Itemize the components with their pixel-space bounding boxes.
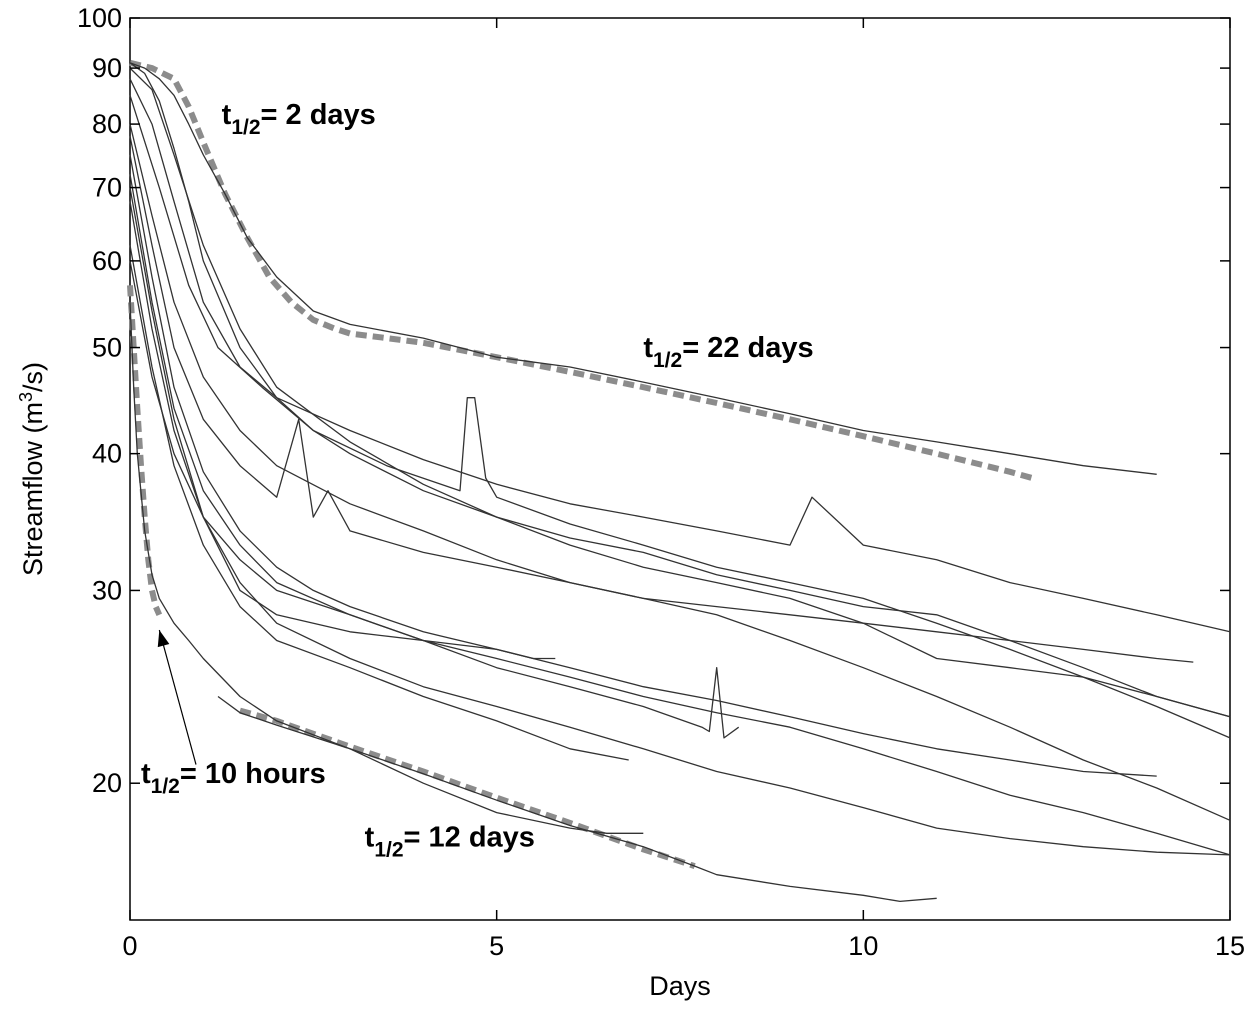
y-axis-title-tail: /s) bbox=[18, 362, 48, 392]
y-tick-label-80: 80 bbox=[92, 109, 122, 139]
series-line-1 bbox=[129, 62, 1231, 718]
series-line-9 bbox=[129, 187, 1231, 856]
x-axis-ticks: 0 5 10 15 bbox=[122, 18, 1245, 961]
annotation-arrow-shaft bbox=[158, 629, 197, 765]
annotation-a2-suffix: = 2 days bbox=[261, 99, 376, 131]
annotation-a10h-suffix: = 10 hours bbox=[180, 758, 326, 790]
series-line-3 bbox=[129, 78, 1231, 633]
x-tick-label-15: 15 bbox=[1215, 931, 1245, 961]
annotation-a12-suffix: = 12 days bbox=[404, 822, 535, 854]
series-line-7 bbox=[129, 154, 1157, 777]
annotation-a12-sub: 1/2 bbox=[374, 839, 403, 862]
y-tick-label-90: 90 bbox=[92, 53, 122, 83]
series-line-6 bbox=[129, 135, 1194, 663]
y-tick-label-70: 70 bbox=[92, 173, 122, 203]
y-tick-label-40: 40 bbox=[92, 439, 122, 469]
x-tick-label-10: 10 bbox=[848, 931, 878, 961]
y-tick-label-50: 50 bbox=[92, 333, 122, 363]
series-line-0 bbox=[129, 62, 1157, 475]
y-axis-title-main: Streamflow (m bbox=[18, 402, 48, 576]
y-axis-ticks: 20 30 40 50 60 70 80 90 100 bbox=[77, 3, 1230, 798]
y-tick-label-20: 20 bbox=[92, 768, 122, 798]
y-tick-label-60: 60 bbox=[92, 246, 122, 276]
y-axis-title: Streamflow (m3/s) bbox=[16, 362, 48, 576]
annotation-a2: t1/2= 2 days bbox=[222, 99, 376, 139]
series-line-12 bbox=[129, 260, 740, 739]
y-axis-title-sup: 3 bbox=[16, 392, 36, 402]
series-line-5 bbox=[129, 123, 1231, 821]
annotation-a2-sub: 1/2 bbox=[231, 116, 260, 139]
annotation-a22: t1/2= 22 days bbox=[643, 332, 813, 372]
annotation-a22-sub: 1/2 bbox=[653, 349, 682, 372]
series-line-4 bbox=[129, 95, 1231, 739]
plot-frame bbox=[129, 17, 1231, 921]
series-line-14 bbox=[217, 695, 937, 903]
observed-series-group bbox=[129, 62, 1231, 903]
annotation-a10h-sub: 1/2 bbox=[151, 775, 180, 798]
annotation-a10h: t1/2= 10 hours bbox=[141, 758, 326, 798]
annotation-a2-prefix: t bbox=[222, 99, 232, 131]
series-line-11 bbox=[129, 245, 629, 761]
x-tick-label-5: 5 bbox=[489, 931, 504, 961]
annotation-a10h-prefix: t bbox=[141, 758, 151, 790]
series-line-10 bbox=[129, 201, 556, 660]
series-line-13 bbox=[129, 302, 644, 834]
annotation-arrow-head bbox=[157, 630, 170, 648]
x-axis-title: Days bbox=[649, 971, 711, 1001]
y-tick-label-100: 100 bbox=[77, 3, 122, 33]
y-tick-label-30: 30 bbox=[92, 575, 122, 605]
x-tick-label-0: 0 bbox=[122, 931, 137, 961]
fit-line-0 bbox=[129, 59, 1033, 481]
series-line-2 bbox=[129, 67, 1231, 718]
fit-lines-group bbox=[127, 59, 1033, 869]
annotation-a22-prefix: t bbox=[643, 332, 653, 364]
annotation-a12: t1/2= 12 days bbox=[365, 822, 535, 862]
annotation-a12-prefix: t bbox=[365, 822, 375, 854]
annotation-a22-suffix: = 22 days bbox=[682, 332, 813, 364]
series-line-8 bbox=[129, 174, 1231, 856]
